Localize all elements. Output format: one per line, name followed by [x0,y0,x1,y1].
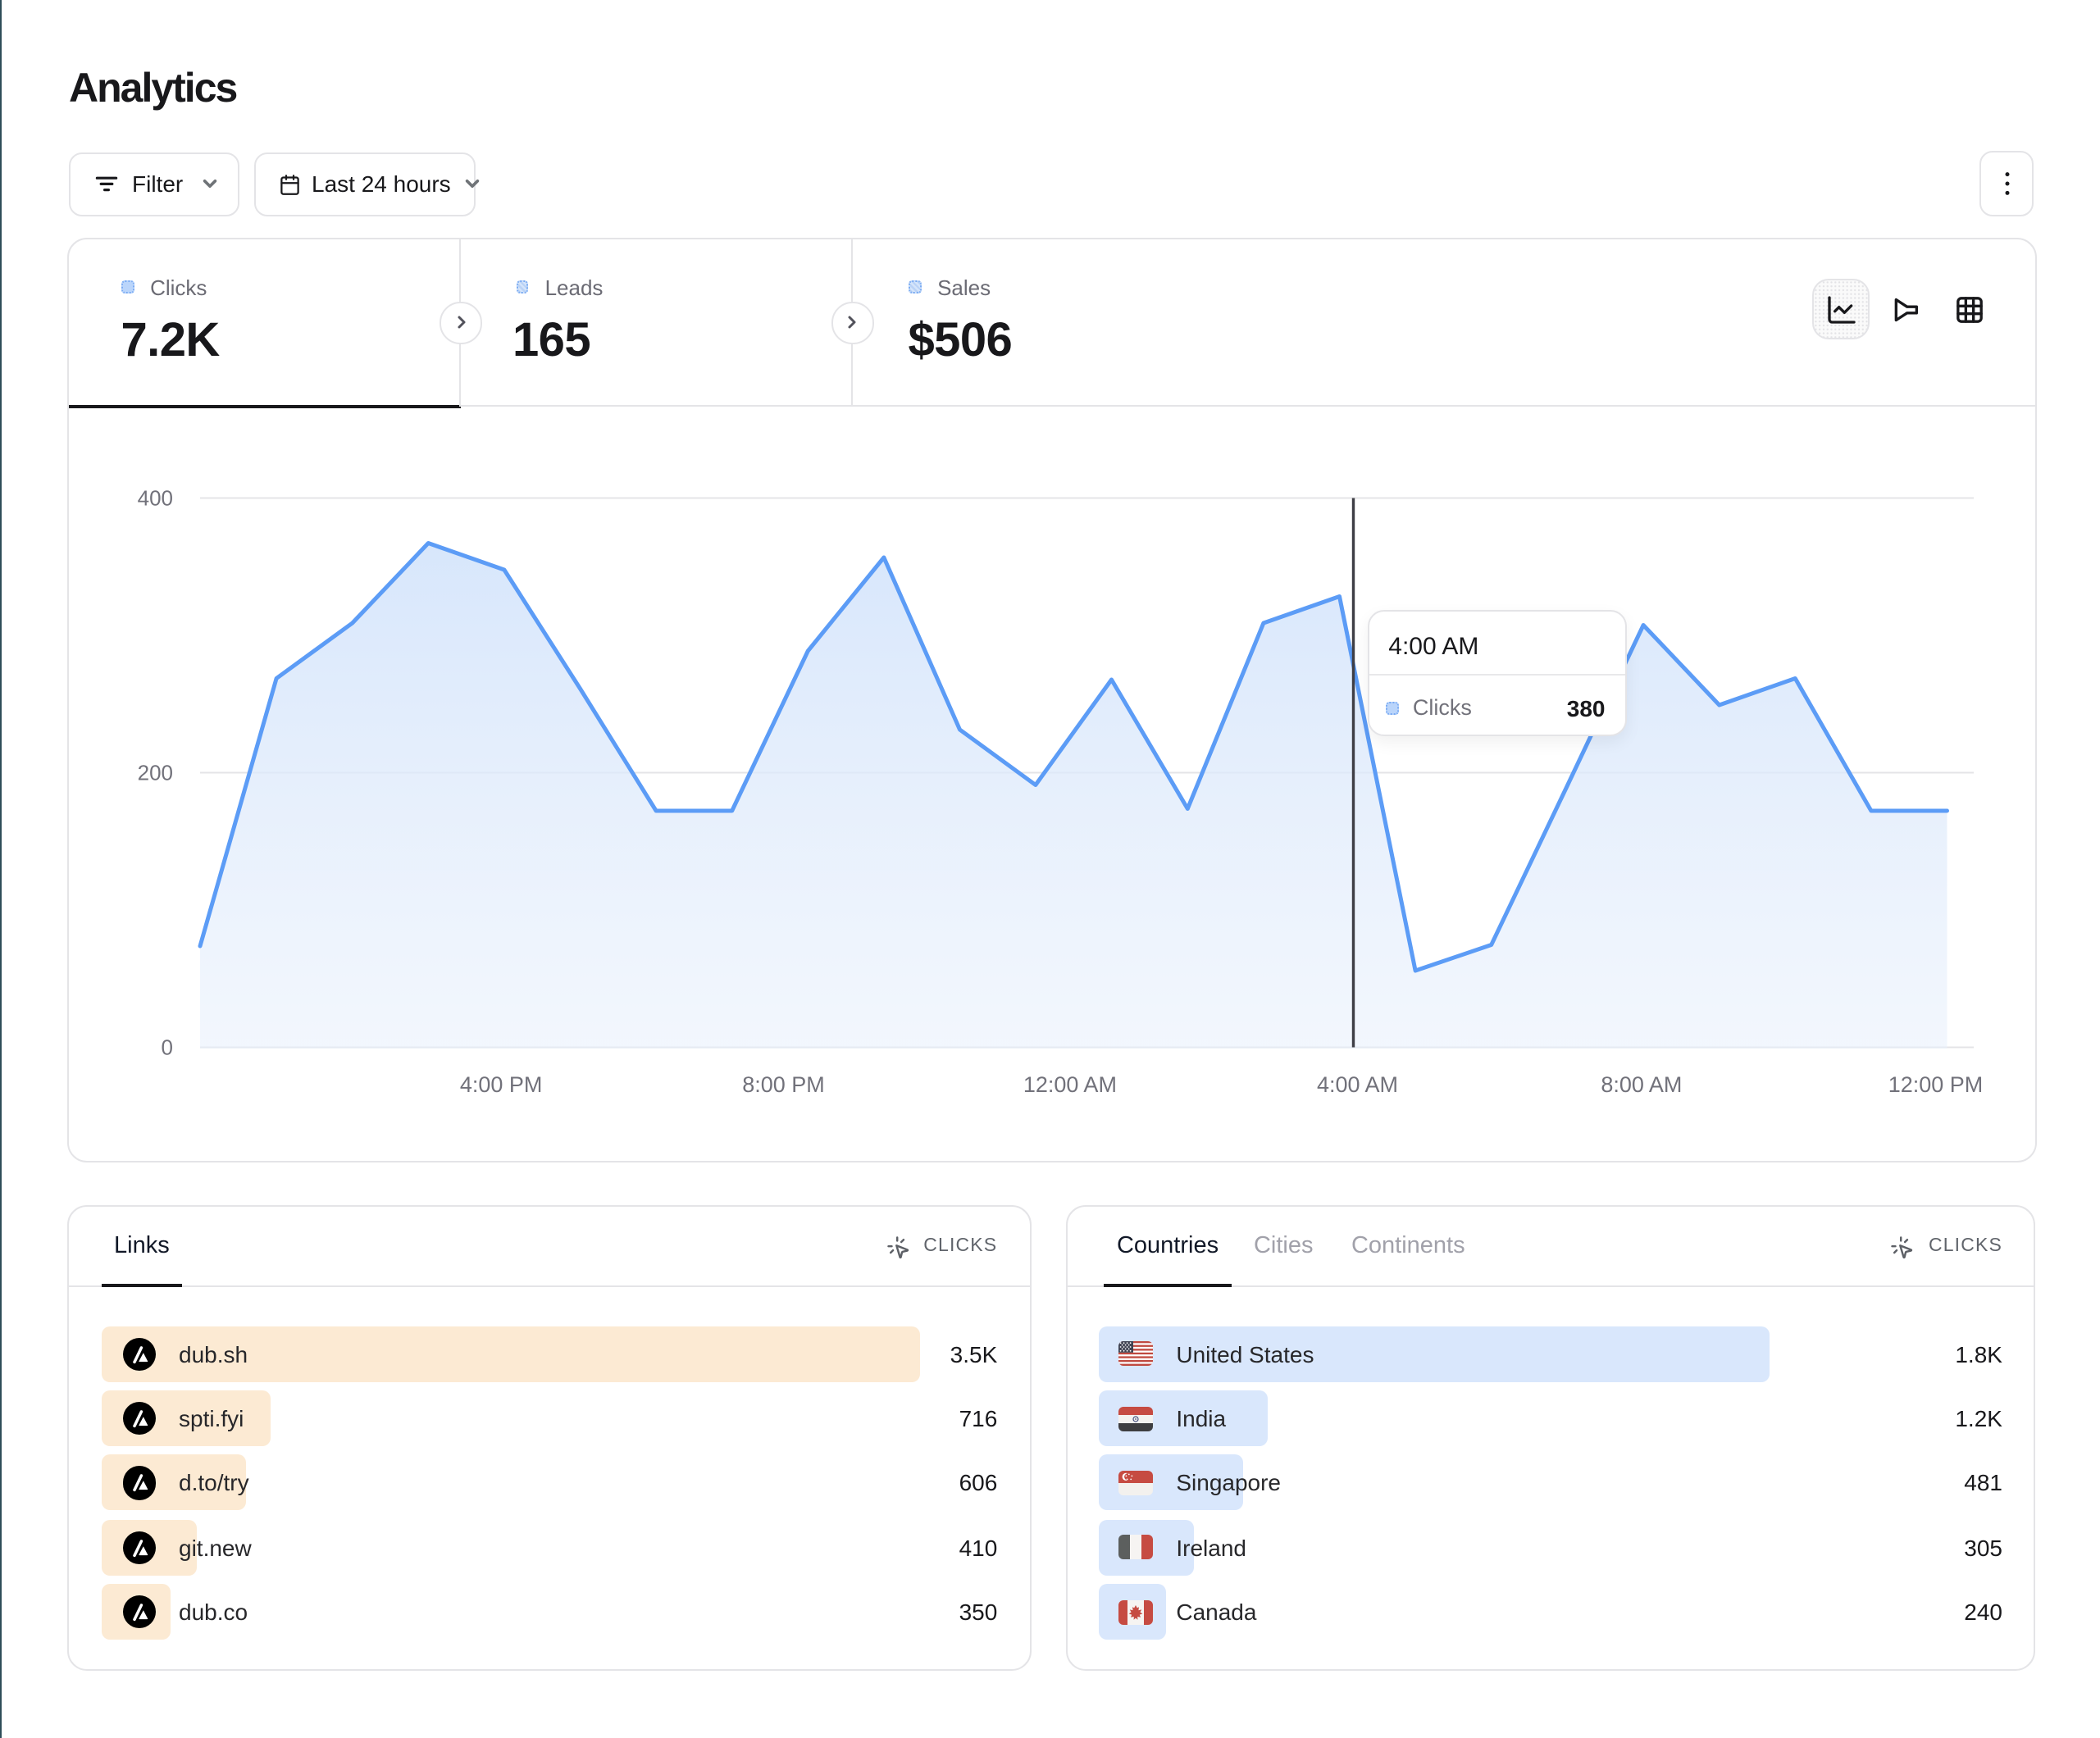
svg-text:0: 0 [161,1035,172,1059]
svg-text:400: 400 [137,485,172,510]
svg-text:4:00 PM: 4:00 PM [459,1072,542,1097]
svg-text:8:00 AM: 8:00 AM [1601,1072,1682,1097]
svg-text:8:00 PM: 8:00 PM [742,1072,825,1097]
svg-text:12:00 AM: 12:00 AM [1023,1072,1116,1097]
svg-text:4:00 AM: 4:00 AM [1316,1072,1397,1097]
svg-text:200: 200 [137,760,172,785]
svg-text:12:00 PM: 12:00 PM [1888,1072,1983,1097]
